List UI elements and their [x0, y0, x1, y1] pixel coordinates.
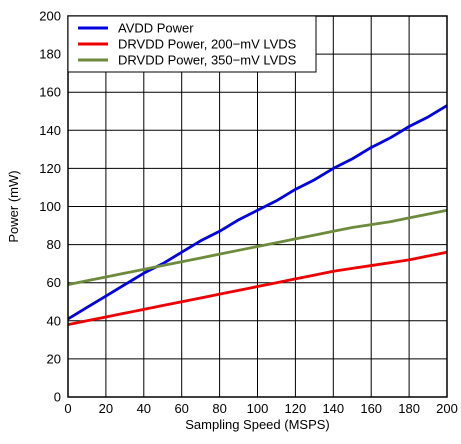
- series-layer: [67, 104, 448, 326]
- x-tick-label: 120: [285, 401, 307, 416]
- x-tick-label: 160: [360, 401, 382, 416]
- y-tick-label: 20: [47, 351, 61, 366]
- y-tick-label: 160: [39, 85, 61, 100]
- grid: [68, 16, 447, 397]
- y-tick-label: 0: [54, 390, 61, 405]
- x-tick-label: 20: [99, 401, 113, 416]
- series-line-2: [67, 250, 448, 326]
- legend-label: AVDD Power: [118, 21, 194, 36]
- x-axis-title: Sampling Speed (MSPS): [185, 417, 330, 432]
- y-axis-title: Power (mW): [6, 170, 21, 242]
- x-tick-label: 60: [174, 401, 188, 416]
- y-tick-label: 180: [39, 47, 61, 62]
- legend-box: [67, 15, 317, 73]
- x-tick-label: 140: [322, 401, 344, 416]
- x-tick-label: 180: [398, 401, 420, 416]
- tick-labels: 0 20 40 60 80 100 120 140 160 180 200 0 20 40 60 80 100 1…: [39, 9, 458, 417]
- y-tick-label: 80: [47, 237, 61, 252]
- series-line-1: [67, 104, 448, 321]
- x-tick-label: 100: [247, 401, 269, 416]
- y-tick-label: 100: [39, 199, 61, 214]
- x-tick-label: 80: [212, 401, 226, 416]
- y-tick-label: 120: [39, 161, 61, 176]
- legend-label: DRVDD Power, 200−mV LVDS: [118, 37, 297, 52]
- x-tick-label: 200: [436, 401, 458, 416]
- x-tick-label: 40: [137, 401, 151, 416]
- legend-label: DRVDD Power, 350−mV LVDS: [118, 53, 297, 68]
- y-tick-label: 140: [39, 123, 61, 138]
- x-tick-label: 0: [64, 401, 71, 416]
- y-tick-label: 60: [47, 275, 61, 290]
- y-tick-label: 200: [39, 9, 61, 24]
- series-line-3: [67, 208, 448, 286]
- y-tick-label: 40: [47, 313, 61, 328]
